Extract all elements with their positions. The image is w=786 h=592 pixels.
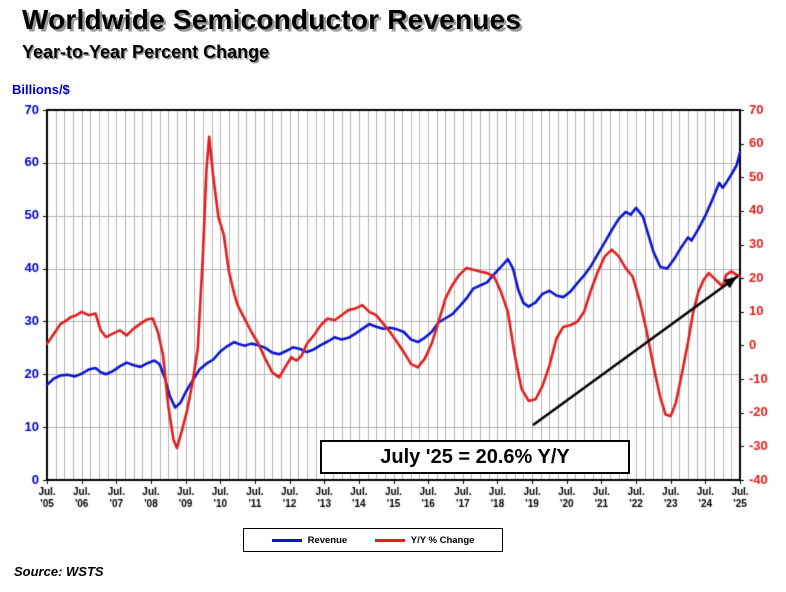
source-note: Source: WSTS [14,564,104,579]
chart-title: Worldwide Semiconductor Revenues [22,4,522,35]
yoy-line-swatch [374,538,405,542]
left-axis-label: Billions/$ [12,82,70,97]
legend: Revenue Y/Y % Change [243,528,503,552]
legend-label-yoy: Y/Y % Change [410,534,475,546]
legend-item-yoy: Y/Y % Change [374,534,475,546]
revenue-line-swatch [271,538,302,542]
legend-item-revenue: Revenue [271,534,348,546]
chart-subtitle: Year-to-Year Percent Change [22,42,270,62]
legend-label-revenue: Revenue [307,534,348,546]
annotation-callout: July '25 = 20.6% Y/Y [320,440,630,474]
